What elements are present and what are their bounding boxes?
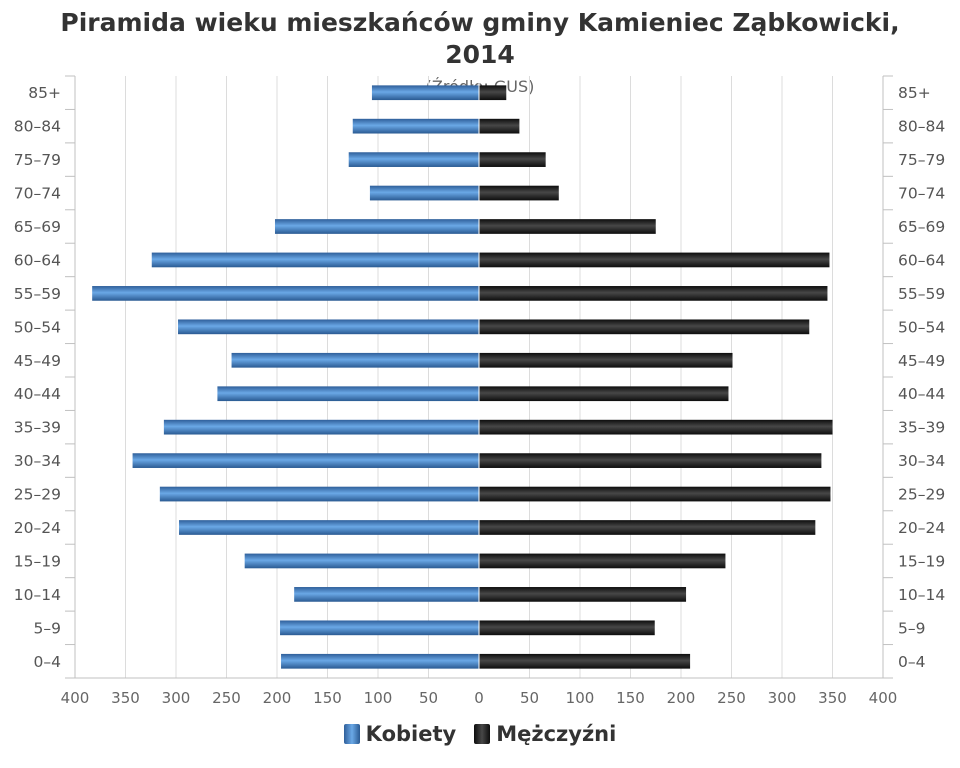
bar-mezczyzni bbox=[479, 486, 831, 502]
bar-kobiety bbox=[369, 185, 479, 201]
x-tick-label: 400 bbox=[869, 689, 898, 707]
legend-swatch-mezczyzni bbox=[474, 724, 491, 744]
y-category-label-left: 55–59 bbox=[14, 285, 61, 303]
bar-mezczyzni bbox=[479, 185, 559, 201]
bar-mezczyzni bbox=[479, 152, 546, 167]
y-category-label-right: 55–59 bbox=[898, 285, 945, 303]
bar-mezczyzni bbox=[479, 319, 810, 335]
y-category-label-right: 50–54 bbox=[898, 318, 945, 336]
bar-mezczyzni bbox=[479, 352, 733, 368]
y-category-label-left: 65–69 bbox=[14, 218, 61, 236]
y-category-label-left: 30–34 bbox=[14, 452, 61, 470]
y-category-label-left: 10–14 bbox=[14, 586, 61, 604]
x-tick-label: 50 bbox=[520, 689, 539, 707]
x-tick-label: 250 bbox=[717, 689, 746, 707]
y-category-label-right: 15–19 bbox=[898, 552, 945, 570]
bar-kobiety bbox=[179, 520, 479, 535]
bar-mezczyzni bbox=[479, 85, 507, 101]
bar-mezczyzni bbox=[479, 118, 520, 134]
y-category-label-right: 80–84 bbox=[898, 118, 945, 136]
y-category-label-right: 10–14 bbox=[898, 586, 945, 604]
chart-title-line1: Piramida wieku mieszkańców gminy Kamieni… bbox=[60, 8, 900, 37]
bar-kobiety bbox=[151, 252, 479, 268]
bar-kobiety bbox=[281, 653, 479, 669]
bar-kobiety bbox=[280, 620, 479, 636]
y-category-label-right: 35–39 bbox=[898, 419, 945, 437]
bar-kobiety bbox=[159, 486, 479, 502]
y-category-label-left: 80–84 bbox=[14, 118, 61, 136]
x-tick-label: 200 bbox=[667, 689, 696, 707]
x-tick-label: 100 bbox=[364, 689, 393, 707]
bar-kobiety bbox=[132, 453, 479, 468]
bar-mezczyzni bbox=[479, 386, 729, 402]
y-category-label-left: 40–44 bbox=[14, 385, 61, 403]
bar-mezczyzni bbox=[479, 653, 691, 669]
bar-mezczyzni bbox=[479, 620, 655, 636]
bar-mezczyzni bbox=[479, 419, 833, 435]
y-category-label-right: 85+ bbox=[898, 84, 931, 102]
bar-mezczyzni bbox=[479, 286, 828, 301]
bar-kobiety bbox=[348, 152, 479, 167]
bar-kobiety bbox=[294, 587, 479, 602]
y-category-label-right: 60–64 bbox=[898, 251, 945, 269]
y-category-label-right: 0–4 bbox=[898, 653, 925, 671]
x-tick-label: 300 bbox=[162, 689, 191, 707]
y-category-label-right: 25–29 bbox=[898, 486, 945, 504]
x-tick-label: 100 bbox=[566, 689, 595, 707]
x-tick-label: 50 bbox=[419, 689, 438, 707]
y-category-label-left: 5–9 bbox=[34, 619, 61, 637]
x-tick-label: 150 bbox=[313, 689, 342, 707]
legend-label-mezczyzni: Mężczyźni bbox=[496, 722, 617, 746]
bar-kobiety bbox=[92, 286, 480, 301]
chart-legend: Kobiety Mężczyźni bbox=[0, 722, 960, 746]
x-tick-label: 250 bbox=[212, 689, 241, 707]
bar-mezczyzni bbox=[479, 587, 687, 602]
bar-kobiety bbox=[217, 386, 479, 402]
chart-title-line2: 2014 bbox=[445, 40, 515, 69]
legend-item-kobiety[interactable]: Kobiety bbox=[343, 722, 457, 746]
bar-mezczyzni bbox=[479, 219, 656, 234]
y-category-label-right: 40–44 bbox=[898, 385, 945, 403]
x-tick-label: 0 bbox=[474, 689, 484, 707]
legend-item-mezczyzni[interactable]: Mężczyźni bbox=[474, 722, 616, 746]
y-category-label-left: 70–74 bbox=[14, 185, 61, 203]
bar-mezczyzni bbox=[479, 453, 822, 468]
y-category-label-left: 85+ bbox=[28, 84, 61, 102]
y-category-label-left: 50–54 bbox=[14, 318, 61, 336]
x-tick-label: 400 bbox=[61, 689, 90, 707]
y-category-label-right: 30–34 bbox=[898, 452, 945, 470]
y-category-label-right: 70–74 bbox=[898, 185, 945, 203]
bar-kobiety bbox=[274, 219, 479, 234]
y-category-label-left: 20–24 bbox=[14, 519, 61, 537]
x-tick-label: 350 bbox=[111, 689, 140, 707]
y-category-label-left: 45–49 bbox=[14, 352, 61, 370]
x-tick-label: 150 bbox=[616, 689, 645, 707]
y-category-label-right: 75–79 bbox=[898, 151, 945, 169]
y-category-label-left: 15–19 bbox=[14, 552, 61, 570]
bar-kobiety bbox=[178, 319, 479, 335]
y-category-label-right: 65–69 bbox=[898, 218, 945, 236]
y-category-label-left: 75–79 bbox=[14, 151, 61, 169]
bar-mezczyzni bbox=[479, 553, 726, 569]
legend-swatch-kobiety bbox=[343, 724, 360, 744]
legend-label-kobiety: Kobiety bbox=[365, 722, 457, 746]
y-category-label-left: 35–39 bbox=[14, 419, 61, 437]
y-category-label-right: 5–9 bbox=[898, 619, 925, 637]
x-tick-label: 350 bbox=[818, 689, 847, 707]
bar-kobiety bbox=[244, 553, 479, 569]
x-tick-label: 200 bbox=[263, 689, 292, 707]
y-category-label-left: 60–64 bbox=[14, 251, 61, 269]
y-category-label-right: 20–24 bbox=[898, 519, 945, 537]
bar-kobiety bbox=[163, 419, 479, 435]
bar-kobiety bbox=[231, 352, 479, 368]
y-category-label-right: 45–49 bbox=[898, 352, 945, 370]
y-category-label-left: 25–29 bbox=[14, 486, 61, 504]
bar-kobiety bbox=[352, 118, 479, 134]
bar-mezczyzni bbox=[479, 252, 830, 268]
y-category-label-left: 0–4 bbox=[34, 653, 61, 671]
x-tick-label: 300 bbox=[768, 689, 797, 707]
bar-kobiety bbox=[371, 85, 479, 101]
bar-mezczyzni bbox=[479, 520, 816, 535]
